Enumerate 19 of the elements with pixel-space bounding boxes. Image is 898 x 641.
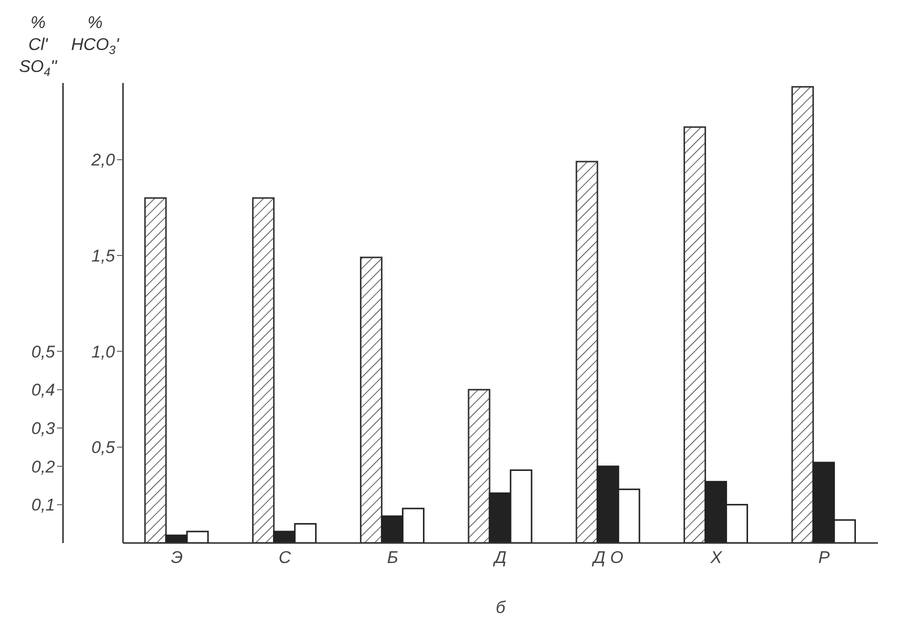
y2-tick-label: 0,2 — [31, 457, 56, 476]
x-tick-label: Д — [492, 548, 507, 568]
y2-tick-label: 0,3 — [31, 419, 56, 438]
y-tick-label: 1,0 — [91, 342, 116, 362]
x-tick-label: Э — [171, 548, 184, 568]
y-tick-label: 2,0 — [90, 150, 116, 170]
y2-axis-title: % Cl' SO$_{4}$'' — [19, 13, 58, 79]
y2-tick-label: 0,1 — [31, 496, 55, 515]
y-axis-title: % HCO$_{3}$' — [71, 13, 120, 57]
x-axis-title: б — [496, 598, 507, 617]
y-tick-label: 0,5 — [91, 438, 116, 458]
y-tick-label: 1,5 — [91, 246, 116, 266]
x-tick-label: Р — [818, 548, 830, 568]
x-tick-label: Д О — [591, 548, 624, 568]
x-tick-label: Б — [387, 548, 398, 568]
x-tick-label: С — [278, 548, 292, 568]
y2-tick-label: 0,4 — [31, 380, 55, 400]
y2-tick-label: 0,5 — [31, 342, 56, 362]
x-tick-label: Х — [710, 548, 723, 568]
